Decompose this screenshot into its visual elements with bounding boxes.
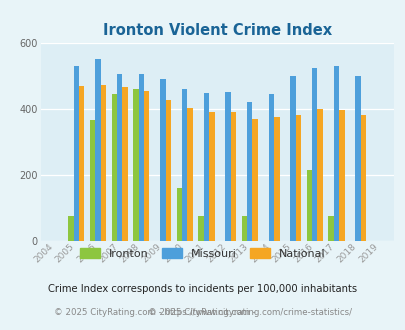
Bar xyxy=(273,117,279,241)
Bar xyxy=(252,119,257,241)
Bar xyxy=(306,170,311,241)
Bar xyxy=(160,79,165,241)
Bar xyxy=(328,216,333,241)
Bar xyxy=(230,112,236,241)
Bar xyxy=(111,94,117,241)
Bar xyxy=(117,74,122,241)
Title: Ironton Violent Crime Index: Ironton Violent Crime Index xyxy=(102,22,331,38)
Bar xyxy=(79,86,84,241)
Bar xyxy=(90,120,95,241)
Bar xyxy=(241,216,246,241)
Text: © 2025 CityRating.com - https://www.cityrating.com/crime-statistics/: © 2025 CityRating.com - https://www.city… xyxy=(54,308,351,317)
Bar xyxy=(290,76,295,241)
Bar xyxy=(95,59,100,241)
Bar xyxy=(203,93,209,241)
Bar xyxy=(225,92,230,241)
Bar xyxy=(209,112,214,241)
Bar xyxy=(246,102,252,241)
Bar xyxy=(73,66,79,241)
Legend: Ironton, Missouri, National: Ironton, Missouri, National xyxy=(76,244,329,263)
Bar xyxy=(354,76,360,241)
Bar xyxy=(311,68,317,241)
Bar xyxy=(295,115,301,241)
Bar xyxy=(333,66,338,241)
Bar xyxy=(268,94,273,241)
Text: © 2025 CityRating.com -: © 2025 CityRating.com - xyxy=(147,308,258,317)
Bar xyxy=(198,216,203,241)
Bar xyxy=(68,216,73,241)
Bar xyxy=(176,188,181,241)
Bar xyxy=(144,91,149,241)
Bar xyxy=(338,110,344,241)
Bar xyxy=(139,74,144,241)
Bar xyxy=(317,109,322,241)
Bar xyxy=(165,100,171,241)
Bar xyxy=(100,85,106,241)
Bar xyxy=(187,108,192,241)
Bar xyxy=(181,89,187,241)
Bar xyxy=(133,89,139,241)
Text: Crime Index corresponds to incidents per 100,000 inhabitants: Crime Index corresponds to incidents per… xyxy=(48,284,357,294)
Bar xyxy=(360,115,365,241)
Bar xyxy=(122,87,128,241)
